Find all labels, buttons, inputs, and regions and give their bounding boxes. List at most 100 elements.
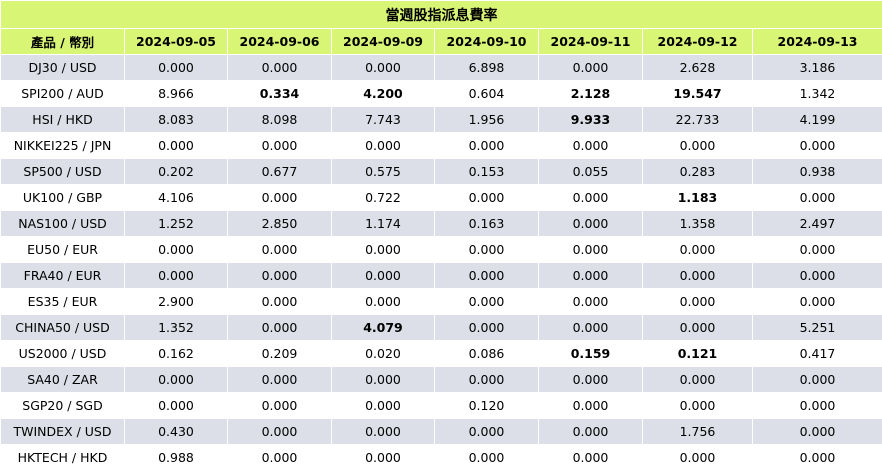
rate-cell: 1.183 <box>643 185 753 211</box>
rate-cell: 19.547 <box>643 81 753 107</box>
date-column-header: 2024-09-09 <box>332 29 435 55</box>
rate-cell: 2.850 <box>228 211 332 237</box>
rate-cell: 0.000 <box>753 263 882 289</box>
rate-cell: 6.898 <box>435 55 539 81</box>
rate-cell: 0.000 <box>753 185 882 211</box>
rate-cell: 0.000 <box>643 289 753 315</box>
rate-cell: 0.000 <box>228 289 332 315</box>
rate-cell: 0.000 <box>539 133 643 159</box>
rate-cell: 1.342 <box>753 81 882 107</box>
rate-cell: 0.000 <box>332 419 435 445</box>
rate-cell: 0.000 <box>435 289 539 315</box>
rate-cell: 0.000 <box>539 445 643 471</box>
rate-cell: 0.575 <box>332 159 435 185</box>
rate-cell: 0.000 <box>228 367 332 393</box>
product-cell: NAS100 / USD <box>1 211 125 237</box>
rate-cell: 0.000 <box>228 263 332 289</box>
rate-cell: 0.000 <box>228 237 332 263</box>
rate-cell: 0.000 <box>228 445 332 471</box>
rate-cell: 0.938 <box>753 159 882 185</box>
rate-cell: 5.251 <box>753 315 882 341</box>
rate-cell: 1.174 <box>332 211 435 237</box>
product-column-header: 產品 / 幣別 <box>1 29 125 55</box>
rate-cell: 0.000 <box>228 315 332 341</box>
product-cell: HKTECH / HKD <box>1 445 125 471</box>
rate-cell: 0.000 <box>332 367 435 393</box>
rate-cell: 0.000 <box>125 393 228 419</box>
rate-cell: 0.000 <box>228 133 332 159</box>
rate-cell: 0.000 <box>643 133 753 159</box>
title-row: 當週股指派息費率 <box>1 1 882 29</box>
rate-cell: 0.020 <box>332 341 435 367</box>
rate-cell: 0.000 <box>332 55 435 81</box>
rate-cell: 0.086 <box>435 341 539 367</box>
date-column-header: 2024-09-13 <box>753 29 882 55</box>
rate-cell: 0.000 <box>228 393 332 419</box>
rate-cell: 0.000 <box>539 263 643 289</box>
rate-cell: 0.000 <box>435 419 539 445</box>
rate-cell: 0.000 <box>125 237 228 263</box>
header-row: 產品 / 幣別 2024-09-05 2024-09-06 2024-09-09… <box>1 29 882 55</box>
rate-cell: 2.128 <box>539 81 643 107</box>
rate-cell: 1.352 <box>125 315 228 341</box>
rate-cell: 0.000 <box>539 419 643 445</box>
rate-cell: 0.000 <box>753 289 882 315</box>
rate-cell: 0.000 <box>539 393 643 419</box>
rate-cell: 2.900 <box>125 289 228 315</box>
rate-cell: 0.334 <box>228 81 332 107</box>
rate-cell: 0.055 <box>539 159 643 185</box>
rate-cell: 0.000 <box>332 133 435 159</box>
product-cell: FRA40 / EUR <box>1 263 125 289</box>
product-cell: CHINA50 / USD <box>1 315 125 341</box>
rate-cell: 0.000 <box>643 367 753 393</box>
rate-cell: 0.000 <box>125 55 228 81</box>
rate-cell: 0.209 <box>228 341 332 367</box>
rate-cell: 0.163 <box>435 211 539 237</box>
table-title: 當週股指派息費率 <box>1 1 882 29</box>
rate-cell: 4.106 <box>125 185 228 211</box>
rate-cell: 0.000 <box>753 445 882 471</box>
rate-cell: 2.497 <box>753 211 882 237</box>
date-column-header: 2024-09-06 <box>228 29 332 55</box>
rate-cell: 0.000 <box>228 185 332 211</box>
rate-cell: 1.252 <box>125 211 228 237</box>
rate-cell: 0.120 <box>435 393 539 419</box>
product-cell: DJ30 / USD <box>1 55 125 81</box>
rate-cell: 2.628 <box>643 55 753 81</box>
rate-cell: 0.159 <box>539 341 643 367</box>
rate-cell: 0.121 <box>643 341 753 367</box>
rate-cell: 0.000 <box>332 289 435 315</box>
rate-cell: 0.000 <box>435 367 539 393</box>
rate-cell: 0.283 <box>643 159 753 185</box>
rate-cell: 0.162 <box>125 341 228 367</box>
date-column-header: 2024-09-05 <box>125 29 228 55</box>
rate-cell: 0.000 <box>435 445 539 471</box>
rate-cell: 0.722 <box>332 185 435 211</box>
rate-cell: 0.000 <box>332 237 435 263</box>
rate-cell: 0.202 <box>125 159 228 185</box>
rate-cell: 0.000 <box>643 263 753 289</box>
rate-cell: 0.000 <box>539 185 643 211</box>
rate-cell: 0.000 <box>539 315 643 341</box>
date-column-header: 2024-09-11 <box>539 29 643 55</box>
rate-cell: 0.000 <box>753 393 882 419</box>
rate-cell: 0.000 <box>753 133 882 159</box>
rate-cell: 0.000 <box>753 237 882 263</box>
rate-cell: 0.988 <box>125 445 228 471</box>
rate-cell: 7.743 <box>332 107 435 133</box>
rate-cell: 1.756 <box>643 419 753 445</box>
rate-cell: 0.000 <box>539 367 643 393</box>
rate-cell: 1.956 <box>435 107 539 133</box>
rate-cell: 0.000 <box>228 419 332 445</box>
rate-cell: 0.000 <box>332 393 435 419</box>
